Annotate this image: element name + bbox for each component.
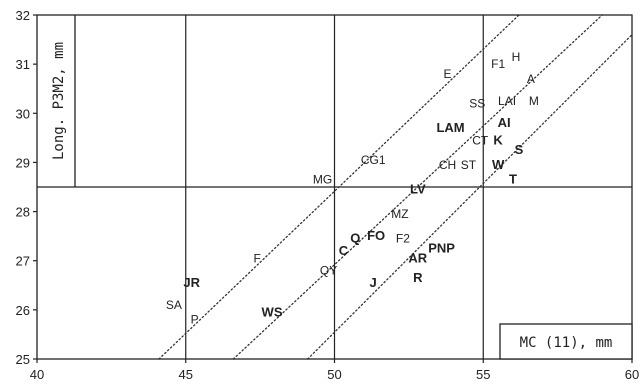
point-label-t: T (509, 172, 517, 187)
point-label-r: R (413, 270, 423, 285)
x-axis-title: MC (11), mm (520, 335, 613, 351)
x-axis-title-box-border (499, 323, 633, 360)
point-label-ws: WS (262, 304, 283, 319)
point-label-ai: AI (498, 115, 511, 130)
dotted-trend-lines (158, 14, 633, 360)
y-tick-label: 26 (16, 303, 30, 318)
point-label-lai: LAI (498, 94, 516, 108)
point-label-p: P (191, 313, 199, 327)
grid-lines (37, 15, 632, 359)
dotted-line-3 (307, 34, 633, 360)
axis-ticks: 40 45 50 55 60 25 26 27 28 29 30 31 32 (16, 8, 640, 382)
point-label-ss: SS (469, 96, 485, 110)
point-label-f1: F1 (491, 57, 505, 71)
point-label-h: H (512, 50, 521, 64)
point-label-ar: AR (408, 250, 427, 265)
point-label-jr: JR (183, 275, 200, 290)
x-tick-label: 60 (625, 367, 639, 382)
point-label-c: C (339, 243, 349, 258)
point-label-s: S (515, 142, 524, 157)
x-tick-label: 50 (327, 367, 341, 382)
point-label-ch: CH (439, 158, 456, 172)
point-label-m: M (529, 94, 539, 108)
point-label-cg1: CG1 (361, 153, 386, 167)
point-label-lv: LV (410, 181, 426, 196)
x-tick-label: 40 (30, 367, 44, 382)
point-label-a: A (527, 72, 535, 86)
y-tick-label: 25 (16, 352, 30, 367)
point-label-st: ST (461, 158, 477, 172)
point-label-mz: MZ (391, 207, 408, 221)
y-tick-label: 31 (16, 57, 30, 72)
point-label-j: J (370, 275, 377, 290)
y-tick-label: 32 (16, 8, 30, 23)
dotted-line-2 (232, 14, 603, 360)
point-label-fo: FO (367, 228, 385, 243)
y-axis-title-box: Long. P3M2, mm (51, 15, 76, 187)
dotted-line-1 (158, 14, 520, 360)
point-label-f: F (253, 251, 260, 265)
point-label-sa: SA (166, 298, 182, 312)
x-tick-label: 55 (476, 367, 490, 382)
point-label-lam: LAM (436, 120, 464, 135)
point-label-w: W (492, 157, 505, 172)
y-tick-label: 30 (16, 106, 30, 121)
point-label-ct: CT (472, 133, 489, 147)
point-label-f2: F2 (396, 232, 410, 246)
point-label-k: K (493, 132, 503, 147)
point-label-pnp: PNP (428, 240, 455, 255)
y-tick-label: 27 (16, 254, 30, 269)
point-label-mg: MG (313, 173, 332, 187)
point-label-qy: QY (320, 264, 337, 278)
y-tick-label: 28 (16, 205, 30, 220)
x-axis-title-box: MC (11), mm (499, 323, 633, 360)
y-axis-title: Long. P3M2, mm (51, 42, 67, 160)
point-label-e: E (444, 67, 452, 81)
point-label-q: Q (350, 231, 360, 246)
x-tick-label: 45 (179, 367, 193, 382)
y-tick-label: 29 (16, 155, 30, 170)
